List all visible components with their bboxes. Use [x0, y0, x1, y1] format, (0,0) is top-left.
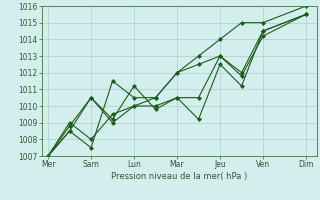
X-axis label: Pression niveau de la mer( hPa ): Pression niveau de la mer( hPa ): [111, 172, 247, 181]
